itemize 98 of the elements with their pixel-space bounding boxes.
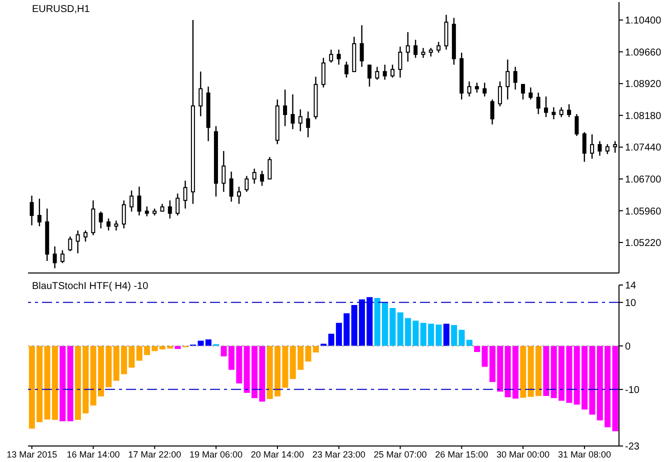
candlestick — [375, 66, 380, 80]
x-tick-label: 26 Mar 15:00 — [435, 449, 488, 460]
candlestick — [37, 198, 42, 227]
candlestick — [360, 24, 364, 68]
candlestick — [467, 80, 472, 98]
candlestick — [590, 134, 594, 160]
candlestick — [344, 61, 348, 78]
candlestick — [260, 170, 264, 186]
x-tick-label: 23 Mar 23:00 — [312, 449, 366, 460]
candlestick — [552, 106, 556, 120]
candlestick — [367, 64, 372, 88]
bar — [443, 324, 450, 346]
y-tick-label: 1.09660 — [625, 47, 662, 58]
candlestick — [506, 58, 510, 100]
bar — [520, 346, 526, 398]
y-tick-label: -23 — [625, 442, 640, 453]
y-tick-label: 1.05960 — [625, 206, 662, 218]
candlestick — [382, 64, 387, 80]
candlestick — [598, 140, 602, 156]
candlestick — [106, 218, 111, 232]
candlestick — [436, 41, 441, 54]
candlestick — [444, 14, 448, 50]
candlestick — [122, 200, 126, 229]
y-tick-label: 1.10400 — [625, 16, 662, 27]
candlestick — [490, 98, 494, 125]
candlestick — [544, 96, 548, 118]
candlestick — [76, 230, 80, 254]
candlestick — [91, 200, 96, 236]
x-tick-label: 13 Mar 2015 — [6, 449, 58, 460]
candlestick — [513, 66, 518, 90]
bar — [543, 346, 550, 396]
x-tick-label: 31 Mar 08:00 — [558, 449, 611, 460]
candlestick — [390, 64, 395, 78]
candlestick — [336, 49, 341, 66]
candlestick — [582, 132, 586, 162]
y-tick-label: 1.08180 — [625, 110, 662, 122]
candlestick — [114, 220, 118, 232]
candlestick — [567, 104, 572, 118]
y-tick-label: 1.07440 — [625, 142, 662, 154]
bar — [60, 346, 66, 422]
candlestick — [168, 200, 172, 220]
candlestick — [144, 206, 149, 217]
x-tick-label: 25 Mar 07:00 — [374, 449, 427, 460]
candlestick — [605, 144, 610, 155]
y-tick-label: 1.06700 — [625, 174, 662, 186]
x-tick-label: 30 Mar 00:00 — [496, 449, 550, 460]
candlestick — [536, 92, 540, 115]
bar — [174, 346, 181, 349]
candlestick — [176, 192, 180, 216]
candlestick — [406, 31, 410, 62]
candlestick — [68, 236, 72, 252]
candlestick — [52, 246, 57, 269]
candlestick — [60, 250, 64, 264]
candlestick — [30, 195, 34, 226]
bar — [312, 346, 319, 352]
candlestick — [306, 110, 310, 138]
y-tick-label: 14 — [625, 280, 637, 292]
candlestick — [559, 106, 564, 118]
chart-title: EURUSD,H1 — [32, 4, 90, 15]
bar — [474, 346, 480, 352]
candlestick — [252, 168, 256, 184]
candlestick — [421, 47, 426, 58]
candlestick — [329, 49, 334, 64]
chart-title: BlauTStochI HTF( H4) -10 — [32, 281, 148, 292]
candlestick — [298, 108, 302, 132]
x-tick-label: 20 Mar 14:00 — [250, 449, 304, 460]
candlestick — [498, 80, 502, 107]
y-tick-label: 10 — [625, 298, 637, 309]
candlestick — [474, 82, 479, 94]
x-tick-label: 16 Mar 14:00 — [66, 449, 120, 460]
candlestick — [283, 89, 288, 127]
candlestick — [198, 70, 203, 117]
candlestick — [574, 113, 579, 137]
candlestick — [237, 186, 241, 204]
candlestick — [83, 230, 88, 242]
candlestick — [482, 82, 487, 98]
candlestick — [290, 94, 295, 130]
candlestick — [229, 171, 234, 202]
y-tick-label: 1.05220 — [625, 238, 662, 250]
candlestick — [137, 186, 142, 216]
candlestick — [244, 175, 249, 192]
candlestick — [183, 180, 188, 210]
candlestick — [520, 84, 525, 100]
candlestick — [98, 210, 103, 229]
y-tick-label: -10 — [625, 384, 640, 396]
candlestick — [130, 190, 134, 212]
y-tick-label: 1.08920 — [625, 79, 662, 90]
candlestick — [414, 39, 418, 58]
y-tick-label: 0 — [625, 341, 631, 352]
candlestick — [321, 57, 326, 88]
x-tick-label: 17 Mar 22:00 — [128, 449, 182, 460]
x-tick-label: 19 Mar 06:00 — [190, 449, 243, 460]
bar — [466, 340, 472, 346]
candlestick — [268, 156, 272, 180]
bar — [67, 346, 74, 422]
candlestick — [222, 150, 226, 192]
candlestick — [528, 86, 533, 100]
candlestick — [398, 46, 402, 78]
